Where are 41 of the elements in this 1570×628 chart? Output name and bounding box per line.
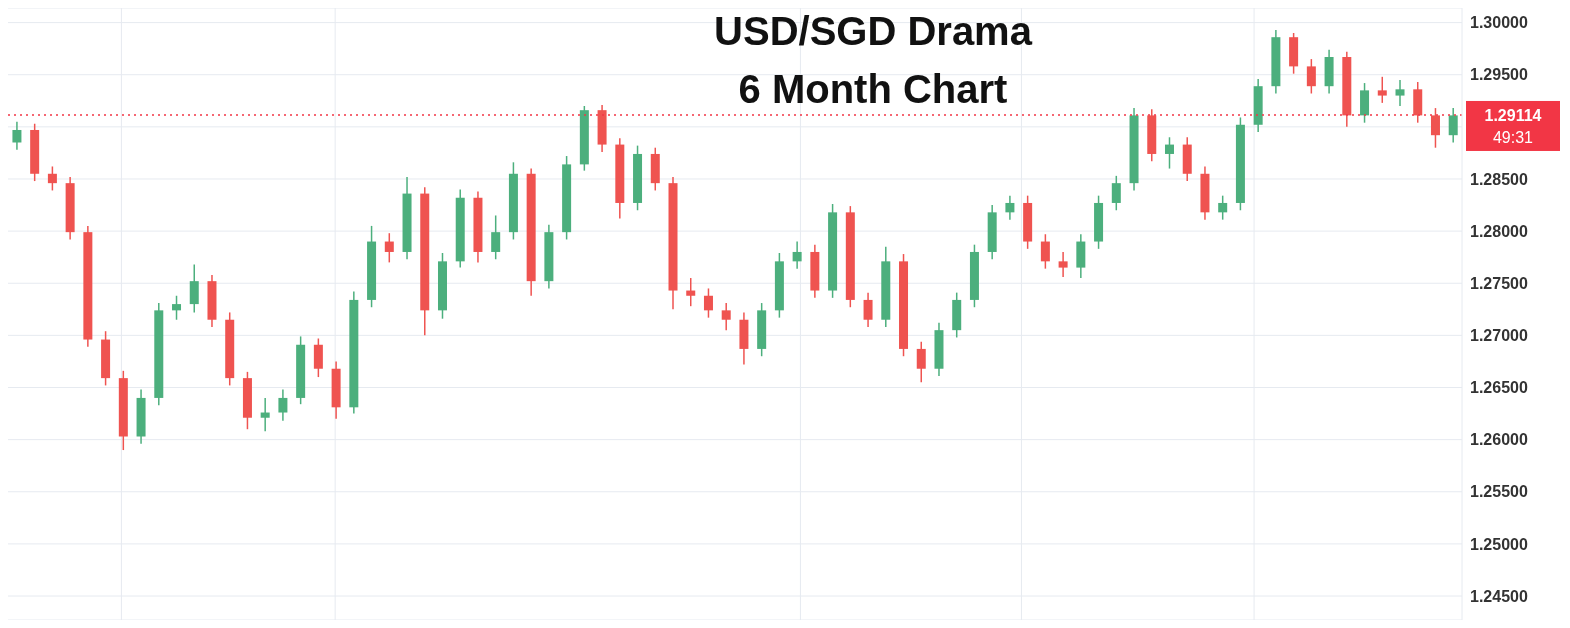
candlestick: [1040, 233, 1050, 270]
candlestick: [916, 340, 926, 384]
y-tick-label: 1.29500: [1470, 66, 1528, 84]
y-tick-label: 1.28000: [1470, 222, 1528, 240]
candlestick: [189, 263, 199, 314]
y-tick-label: 1.30000: [1470, 14, 1528, 32]
y-tick-label: 1.27000: [1470, 327, 1528, 345]
candlestick: [1306, 58, 1316, 95]
candlestick: [1218, 194, 1228, 221]
candlestick: [1005, 194, 1015, 221]
candlestick: [1058, 251, 1068, 278]
candlestick: [313, 337, 323, 378]
candlestick: [12, 120, 22, 151]
candlestick: [278, 388, 288, 422]
ref-line-label: 1.29114: [1484, 106, 1542, 124]
candlestick: [1430, 107, 1440, 149]
candlestick: [792, 240, 802, 270]
candlestick: [1111, 175, 1121, 212]
candlestick: [1164, 136, 1174, 170]
y-tick-label: 1.25000: [1470, 535, 1528, 553]
candlestick: [47, 165, 57, 192]
candlestick: [703, 287, 713, 319]
chart-title: USD/SGD Drama: [714, 9, 1032, 53]
y-tick-label: 1.26500: [1470, 379, 1528, 397]
y-tick-label: 1.24500: [1470, 587, 1528, 605]
candlestick: [491, 214, 501, 261]
y-tick-label: 1.27500: [1470, 274, 1528, 292]
text: 49:31: [1492, 128, 1534, 146]
y-tick-label: 1.26000: [1470, 431, 1528, 449]
candlestick: [721, 302, 731, 331]
candlestick: [1377, 76, 1387, 104]
candlestick: [686, 277, 696, 307]
text: 6 Month Chart: [738, 67, 1008, 111]
candlestick: [260, 397, 270, 433]
candlestick: [384, 232, 394, 264]
candlestick: [172, 295, 182, 321]
candlestick: [1395, 79, 1405, 107]
y-tick-label: 1.25500: [1470, 483, 1528, 501]
candlestick: [1448, 107, 1458, 144]
candlestick: [863, 291, 873, 328]
y-tick-label: 1.28500: [1470, 170, 1528, 188]
